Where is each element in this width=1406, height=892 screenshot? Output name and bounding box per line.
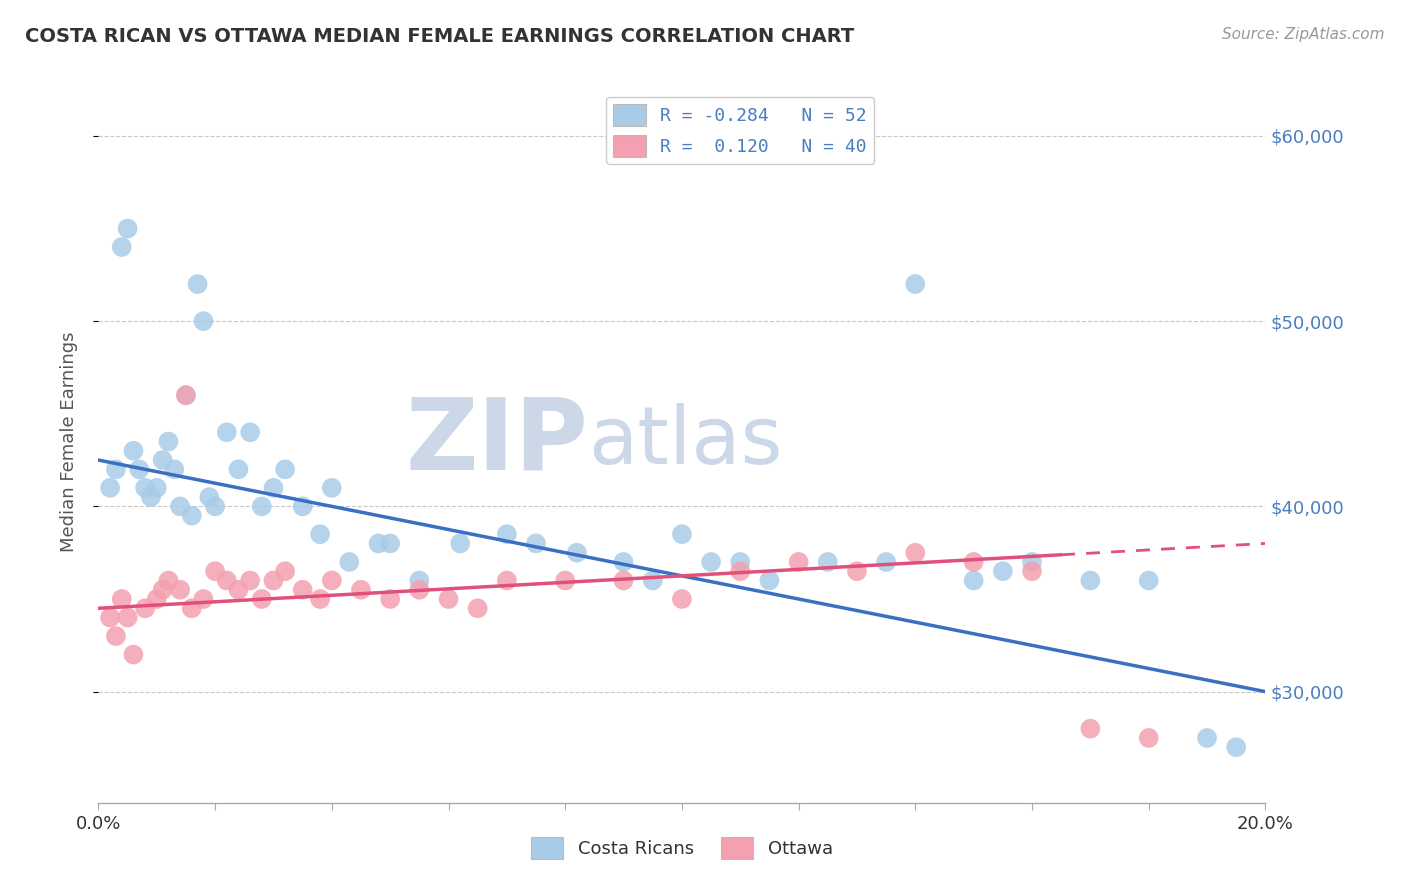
- Point: [1021, 564, 1043, 578]
- Point: [111, 240, 134, 254]
- Point: [524, 536, 547, 550]
- Point: [408, 574, 430, 588]
- Point: [554, 574, 576, 588]
- Point: [846, 564, 869, 578]
- Point: [641, 574, 664, 588]
- Point: [204, 564, 226, 578]
- Point: [98, 610, 121, 624]
- Text: atlas: atlas: [589, 402, 783, 481]
- Point: [193, 592, 215, 607]
- Point: [565, 546, 588, 560]
- Point: [380, 592, 402, 607]
- Point: [104, 629, 127, 643]
- Point: [730, 564, 752, 578]
- Point: [817, 555, 839, 569]
- Point: [962, 574, 984, 588]
- Point: [215, 425, 238, 440]
- Point: [239, 425, 262, 440]
- Point: [613, 555, 636, 569]
- Point: [180, 508, 202, 523]
- Point: [239, 574, 262, 588]
- Point: [904, 546, 927, 560]
- Point: [730, 555, 752, 569]
- Point: [152, 453, 174, 467]
- Point: [613, 574, 636, 588]
- Point: [146, 481, 169, 495]
- Text: ZIP: ZIP: [406, 393, 589, 490]
- Point: [169, 582, 191, 597]
- Point: [169, 500, 191, 514]
- Point: [134, 601, 156, 615]
- Point: [904, 277, 927, 291]
- Point: [128, 462, 150, 476]
- Point: [1080, 574, 1102, 588]
- Point: [962, 555, 984, 569]
- Point: [152, 582, 174, 597]
- Point: [758, 574, 780, 588]
- Point: [991, 564, 1014, 578]
- Text: Source: ZipAtlas.com: Source: ZipAtlas.com: [1222, 27, 1385, 42]
- Point: [671, 592, 693, 607]
- Point: [215, 574, 238, 588]
- Point: [700, 555, 723, 569]
- Point: [1021, 555, 1043, 569]
- Point: [274, 462, 297, 476]
- Point: [157, 574, 180, 588]
- Point: [1225, 740, 1247, 755]
- Point: [437, 592, 460, 607]
- Point: [174, 388, 197, 402]
- Point: [291, 500, 314, 514]
- Point: [134, 481, 156, 495]
- Legend: Costa Ricans, Ottawa: Costa Ricans, Ottawa: [523, 830, 841, 866]
- Point: [122, 443, 145, 458]
- Text: COSTA RICAN VS OTTAWA MEDIAN FEMALE EARNINGS CORRELATION CHART: COSTA RICAN VS OTTAWA MEDIAN FEMALE EARN…: [25, 27, 855, 45]
- Point: [408, 582, 430, 597]
- Point: [1137, 574, 1160, 588]
- Point: [117, 221, 139, 235]
- Point: [380, 536, 402, 550]
- Point: [1197, 731, 1219, 745]
- Point: [146, 592, 169, 607]
- Point: [180, 601, 202, 615]
- Point: [875, 555, 897, 569]
- Point: [174, 388, 197, 402]
- Point: [321, 481, 343, 495]
- Point: [111, 592, 134, 607]
- Point: [787, 555, 810, 569]
- Y-axis label: Median Female Earnings: Median Female Earnings: [59, 331, 77, 552]
- Point: [449, 536, 471, 550]
- Point: [291, 582, 314, 597]
- Point: [157, 434, 180, 449]
- Point: [98, 481, 121, 495]
- Point: [1137, 731, 1160, 745]
- Point: [117, 610, 139, 624]
- Point: [496, 574, 519, 588]
- Point: [321, 574, 343, 588]
- Point: [122, 648, 145, 662]
- Point: [228, 462, 250, 476]
- Point: [367, 536, 389, 550]
- Point: [250, 500, 273, 514]
- Point: [187, 277, 209, 291]
- Point: [204, 500, 226, 514]
- Point: [139, 490, 162, 504]
- Point: [104, 462, 127, 476]
- Point: [228, 582, 250, 597]
- Point: [1080, 722, 1102, 736]
- Point: [350, 582, 373, 597]
- Point: [274, 564, 297, 578]
- Point: [309, 527, 332, 541]
- Point: [671, 527, 693, 541]
- Point: [337, 555, 360, 569]
- Point: [250, 592, 273, 607]
- Point: [309, 592, 332, 607]
- Point: [198, 490, 221, 504]
- Point: [263, 574, 285, 588]
- Point: [193, 314, 215, 328]
- Point: [467, 601, 489, 615]
- Point: [496, 527, 519, 541]
- Point: [263, 481, 285, 495]
- Point: [163, 462, 186, 476]
